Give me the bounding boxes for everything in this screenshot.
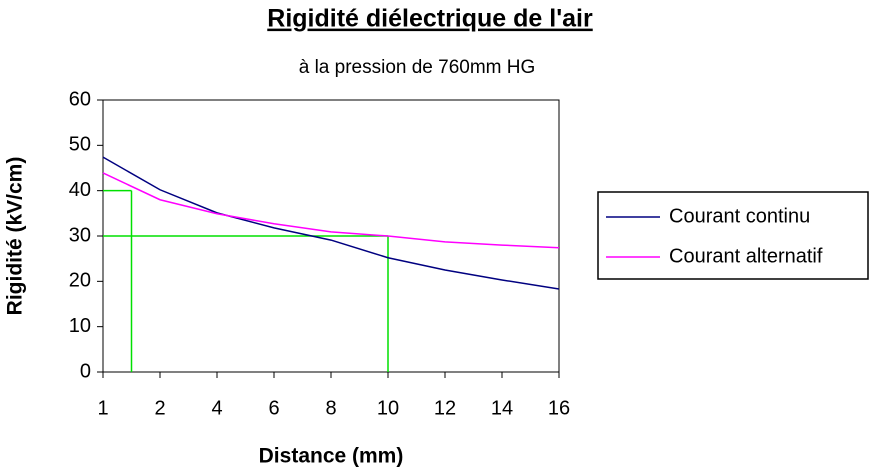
y-tick-label: 40 <box>69 179 91 201</box>
series-line <box>102 172 560 249</box>
series-line <box>102 156 560 290</box>
y-tick-label: 20 <box>69 270 91 292</box>
y-tick-label: 30 <box>69 224 91 246</box>
x-axis-title: Distance (mm) <box>259 445 404 468</box>
y-tick-label: 60 <box>69 88 91 110</box>
y-tick-label: 0 <box>80 360 91 382</box>
y-tick-label: 10 <box>69 315 91 337</box>
x-tick-label: 12 <box>434 397 456 419</box>
x-tick-label: 6 <box>268 397 279 419</box>
x-tick-label: 1 <box>97 397 108 419</box>
legend-box <box>597 191 869 280</box>
x-tick-label: 14 <box>491 397 513 419</box>
chart-title: Rigidité diélectrique de l'air <box>267 5 593 33</box>
legend-label: Courant continu <box>669 205 810 227</box>
x-tick-label: 2 <box>154 397 165 419</box>
chart-subtitle: à la pression de 760mm HG <box>299 57 536 78</box>
x-tick-label: 10 <box>377 397 399 419</box>
legend-label: Courant alternatif <box>669 245 823 267</box>
x-tick-label: 8 <box>325 397 336 419</box>
y-tick-label: 50 <box>69 134 91 156</box>
x-tick-label: 4 <box>211 397 222 419</box>
y-axis-title: Rigidité (kV/cm) <box>4 157 27 316</box>
x-tick-label: 16 <box>548 397 570 419</box>
